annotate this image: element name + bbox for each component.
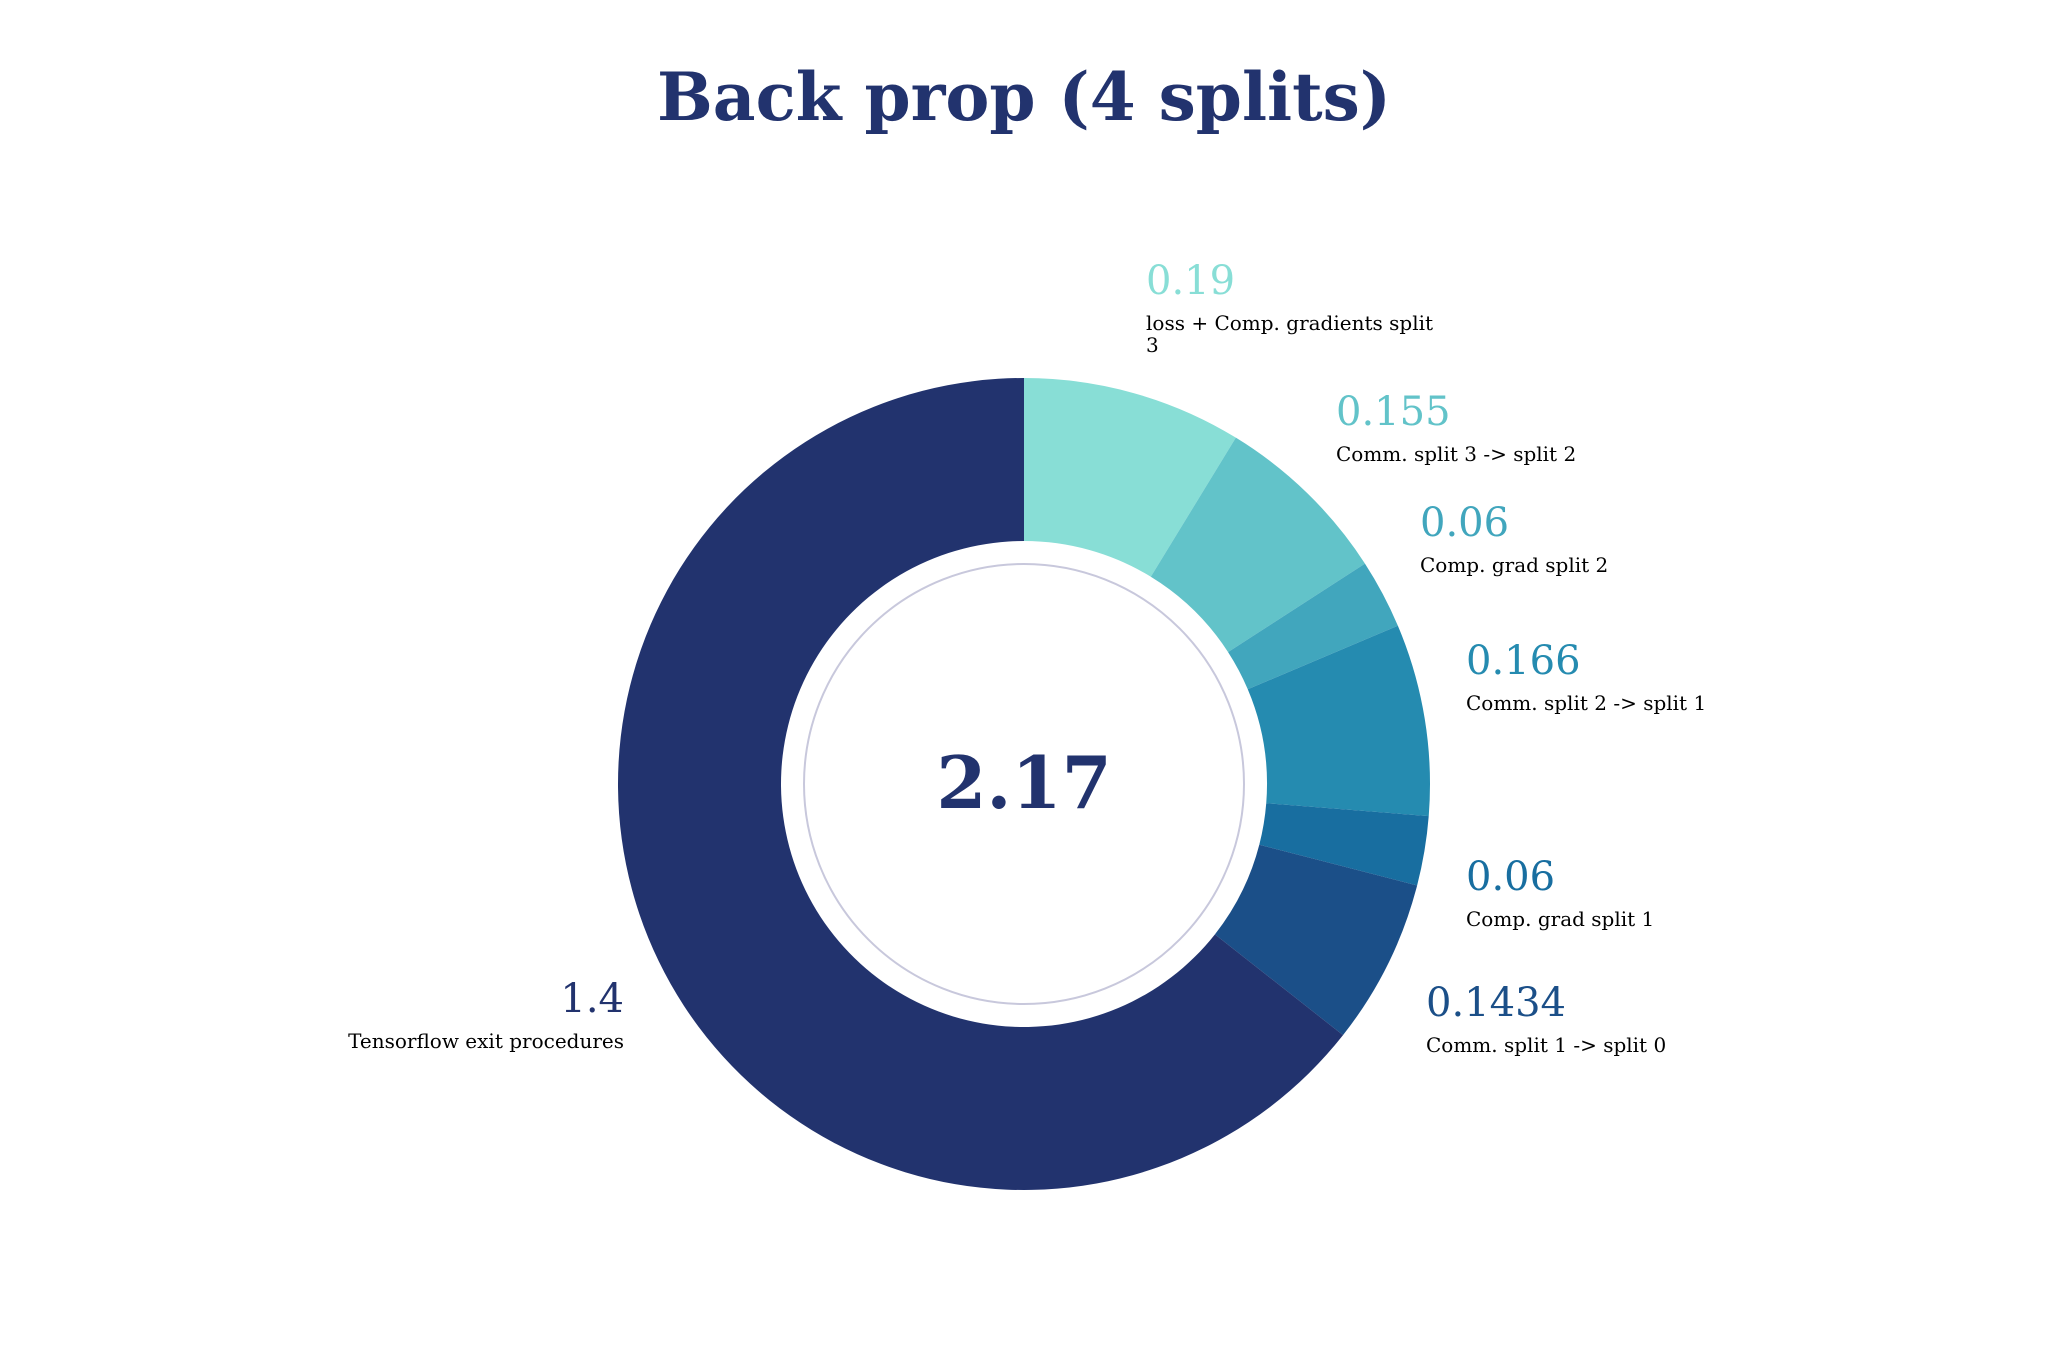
slice-value-label-1: 0.155 (1336, 389, 1451, 435)
slice-name-label-6: Tensorflow exit procedures (348, 1029, 624, 1053)
slice-0 (1024, 378, 1236, 577)
slice-name-label-4: Comp. grad split 1 (1466, 907, 1654, 931)
chart-title: Back prop (4 splits) (657, 58, 1391, 136)
center-total-label: 2.17 (936, 740, 1111, 825)
slice-value-label-4: 0.06 (1466, 854, 1555, 900)
labels-group: 0.19 loss + Comp. gradients split 3 0.155 Co… (348, 258, 1706, 1057)
inner-ring (803, 563, 1245, 1005)
slice-3 (1247, 625, 1430, 817)
slice-2 (1228, 563, 1398, 690)
slices-group (617, 378, 1430, 1191)
slice-name-label-2: Comp. grad split 2 (1420, 553, 1608, 577)
slice-name-label-1: Comm. split 3 -> split 2 (1336, 442, 1576, 466)
slice-value-label-0: 0.19 (1146, 258, 1235, 304)
slice-value-label-2: 0.06 (1420, 500, 1509, 546)
slice-4 (1259, 803, 1429, 886)
slice-value-label-3: 0.166 (1466, 638, 1581, 684)
slice-name-label-0: loss + Comp. gradients split 3 (1146, 311, 1433, 357)
slice-6 (617, 378, 1344, 1191)
slice-value-label-5: 0.1434 (1426, 980, 1566, 1026)
slice-1 (1150, 437, 1365, 653)
slice-name-label-3: Comm. split 2 -> split 1 (1466, 691, 1706, 715)
slice-5 (1214, 844, 1418, 1036)
slice-name-label-5: Comm. split 1 -> split 0 (1426, 1033, 1666, 1057)
slice-value-label-6: 1.4 (560, 976, 624, 1022)
